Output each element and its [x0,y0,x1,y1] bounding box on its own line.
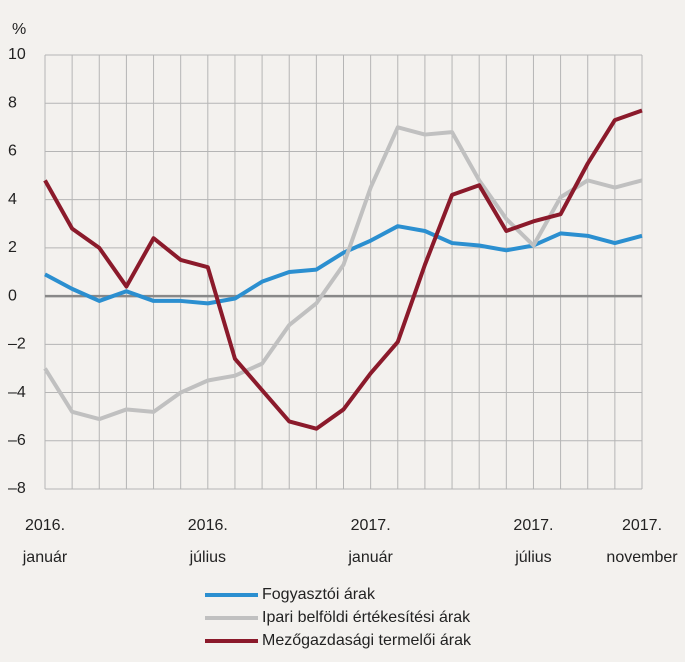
series-line [44,224,643,306]
y-unit: % [12,21,26,38]
y-tick-label: –4 [8,384,26,401]
y-tick-label: –2 [8,336,26,353]
y-tick-label: 10 [8,46,26,63]
y-tick-label: –8 [8,480,26,497]
y-tick-label: 6 [8,143,17,160]
legend-label: Ipari belföldi értékesítési árak [262,609,471,626]
y-tick-label: 8 [8,94,17,111]
y-tick-label: 0 [8,287,17,304]
x-tick-label: 2017. november [606,517,678,566]
series-line [43,108,643,431]
x-tick-label: 2016. július [187,517,228,566]
x-tick-label: 2017. július [513,517,554,566]
y-tick-label: –6 [8,432,26,449]
y-tick-label: 2 [8,239,17,256]
legend-label: Mezőgazdasági termelői árak [262,632,472,649]
y-tick-label: 4 [8,191,17,208]
x-tick-label: 2016. január [22,517,68,566]
x-tick-label: 2017. január [348,517,393,566]
series-line [43,125,643,422]
legend-label: Fogyasztói árak [262,586,376,603]
